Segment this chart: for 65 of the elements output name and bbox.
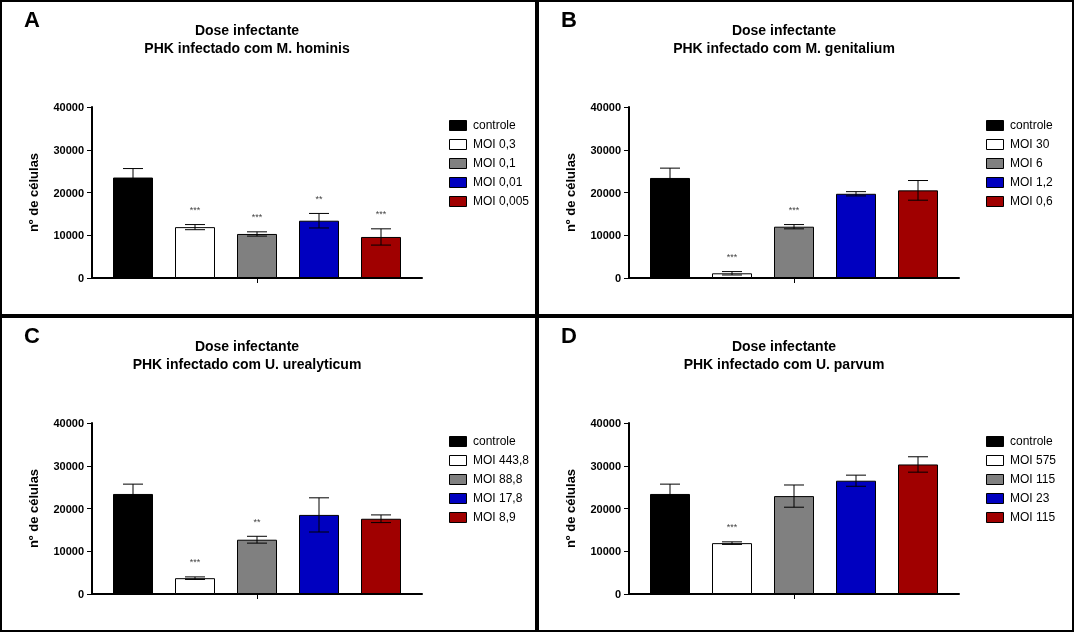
y-tick-label: 40000 [53,417,84,429]
legend-label: MOI 1,2 [1010,175,1054,189]
legend-label: controle [473,434,517,448]
legend-label: MOI 30 [1010,137,1050,151]
y-tick-label: 20000 [53,186,84,199]
y-axis-title: nº de células [26,468,41,549]
data-label: *** [726,252,738,263]
data-label: *** [251,212,263,223]
y-tick-label: 30000 [53,143,84,156]
y-axis-title: nº de células [26,152,41,233]
text: A [24,6,40,32]
legend-label: MOI 0,6 [1010,194,1054,208]
text: D [561,322,577,348]
legend-label: MOI 443,8 [473,453,530,467]
chart-subtitle: PHK infectado com M. genitalium [673,40,895,56]
chart-title: Dose infectante [194,22,300,38]
y-tick-label: 40000 [590,101,621,113]
y-tick-label: 10000 [590,545,621,558]
legend-label: MOI 88,8 [473,472,523,486]
data-label: *** [375,209,387,220]
data-label: *** [726,522,738,533]
y-tick-label: 0 [77,588,84,600]
y-tick-label: 30000 [590,143,621,156]
y-tick-label: 20000 [53,502,84,515]
data-label: ** [315,193,323,204]
data-label: *** [788,205,800,216]
y-tick-label: 10000 [53,229,84,242]
y-axis-title: nº de células [563,468,578,549]
chart-subtitle: PHK infectado com U. urealyticum [132,356,362,372]
y-tick-label: 0 [77,272,84,284]
y-tick-label: 20000 [590,502,621,515]
chart-title: Dose infectante [194,338,300,354]
y-tick-label: 40000 [53,101,84,113]
legend-label: MOI 6 [1010,156,1043,170]
legend-label: MOI 115 [1010,472,1056,486]
data-label: *** [189,205,201,216]
y-tick-label: 10000 [590,229,621,242]
legend-label: controle [1010,434,1054,448]
y-tick-label: 20000 [590,186,621,199]
chart-title: Dose infectante [731,22,837,38]
legend-label: MOI 23 [1010,491,1050,505]
legend-label: MOI 0,1 [473,156,517,170]
y-tick-label: 0 [614,588,621,600]
y-tick-label: 10000 [53,545,84,558]
legend-label: MOI 17,8 [473,491,523,505]
text: C [24,322,40,348]
y-tick-label: 40000 [590,417,621,429]
y-tick-label: 0 [614,272,621,284]
legend-label: MOI 115 [1010,510,1056,524]
legend-label: MOI 8,9 [473,510,517,524]
legend-label: controle [1010,118,1054,132]
y-axis-title: nº de células [563,152,578,233]
y-tick-label: 30000 [590,459,621,472]
chart-title: Dose infectante [731,338,837,354]
chart-subtitle: PHK infectado com M. hominis [144,40,350,56]
legend-label: MOI 0,3 [473,137,517,151]
text: B [561,6,577,32]
y-tick-label: 30000 [53,459,84,472]
legend-label: MOI 575 [1010,453,1057,467]
legend-label: MOI 0,01 [473,175,523,189]
legend-label: MOI 0,005 [473,194,530,208]
chart-subtitle: PHK infectado com U. parvum [683,356,885,372]
data-label: ** [253,516,261,527]
legend-label: controle [473,118,517,132]
data-label: *** [189,557,201,568]
